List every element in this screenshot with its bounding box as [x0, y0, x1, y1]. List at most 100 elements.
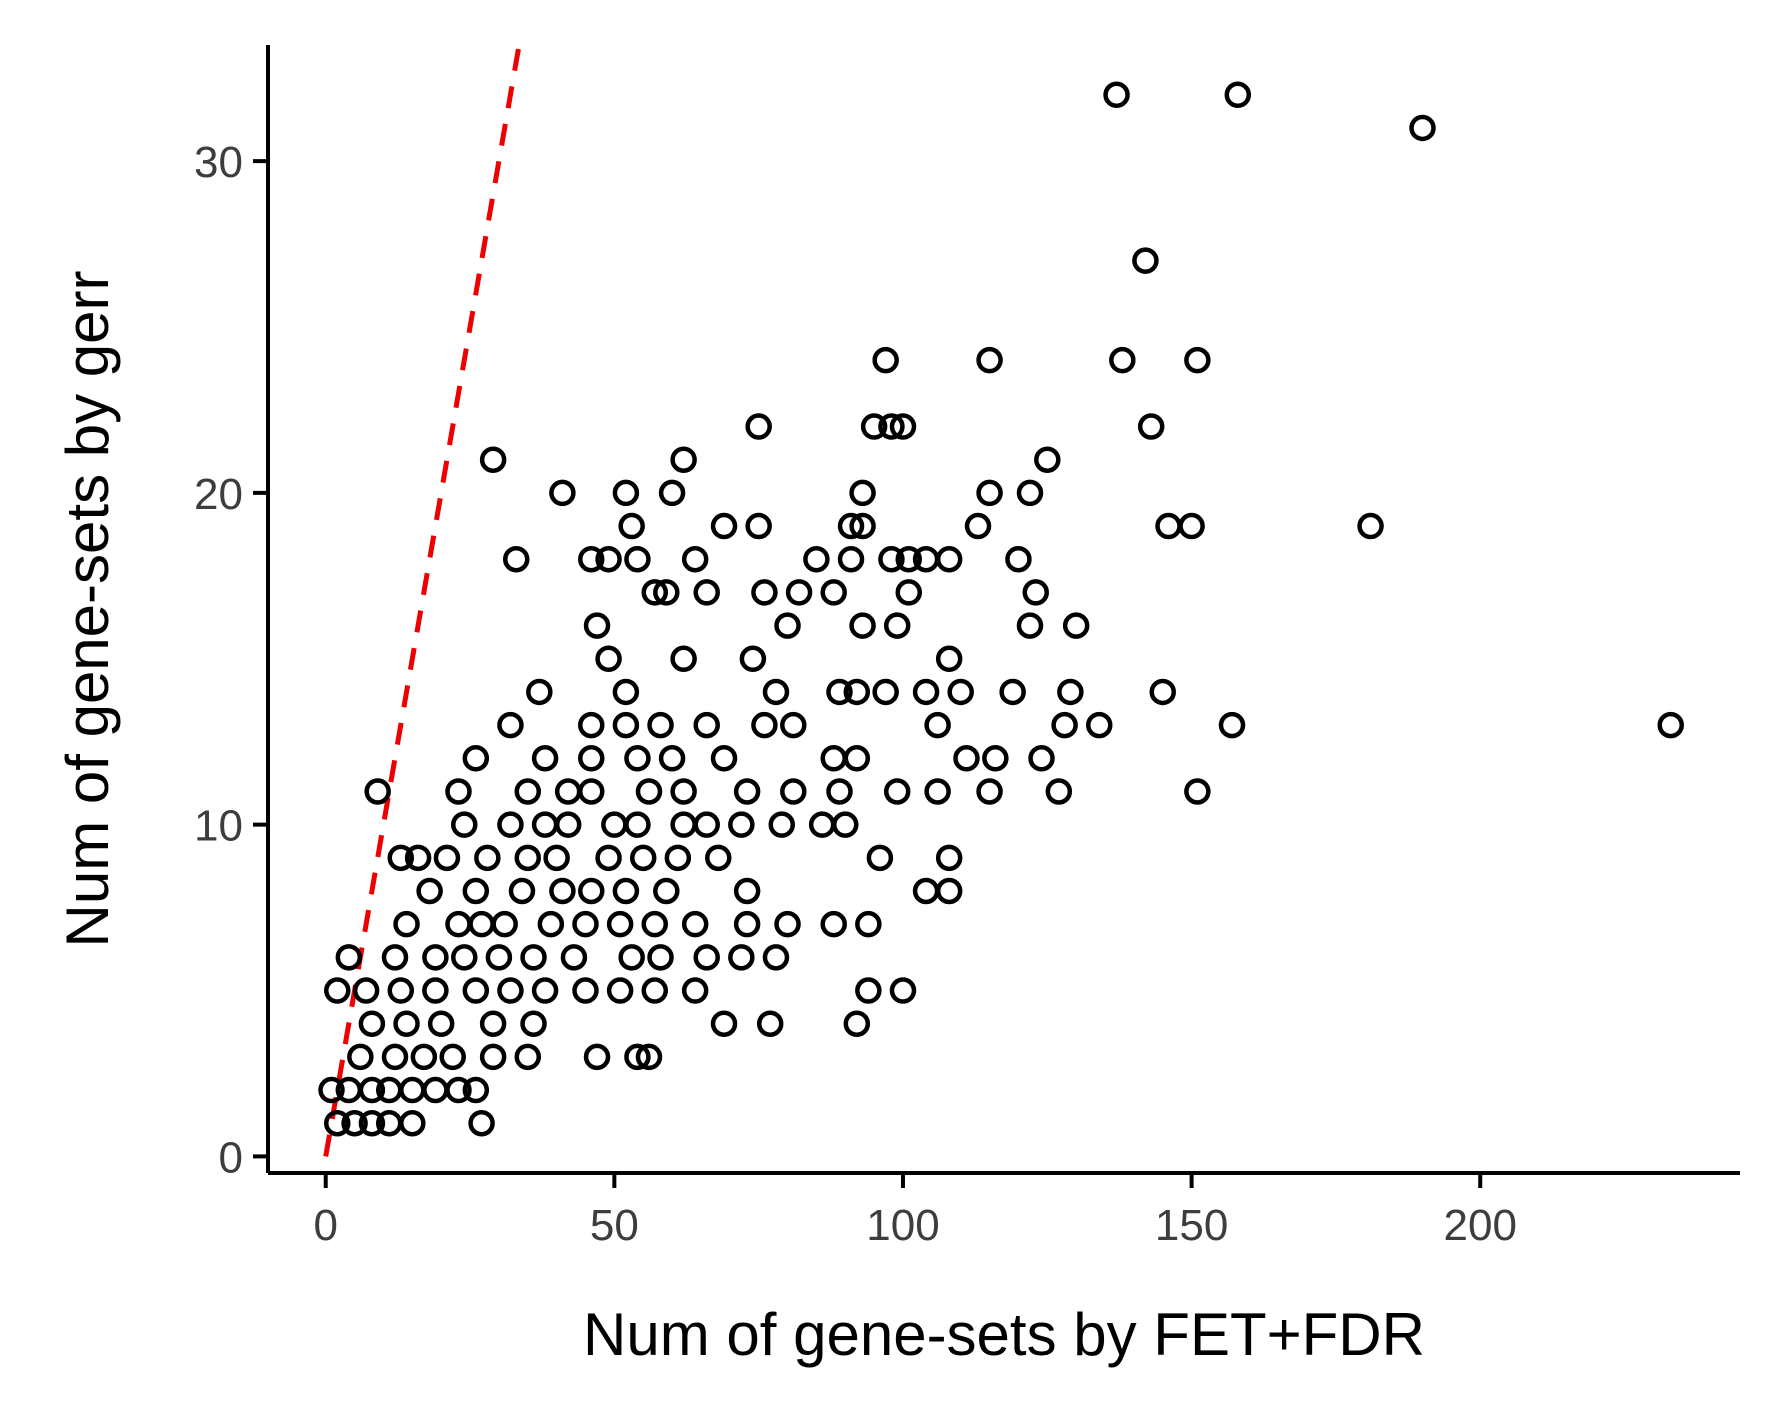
- data-point: [393, 910, 420, 938]
- data-point: [531, 745, 559, 772]
- y-tick-label: 20: [194, 470, 243, 519]
- data-point: [1109, 346, 1136, 374]
- data-point: [681, 545, 709, 573]
- data-point: [445, 778, 472, 805]
- data-point: [653, 877, 680, 905]
- data-point: [439, 1043, 466, 1071]
- y-axis-title: Num of gene-sets by gerr: [54, 271, 121, 948]
- data-point: [889, 977, 917, 1004]
- data-point: [843, 678, 871, 706]
- data-point: [422, 977, 449, 1004]
- data-point: [624, 545, 651, 573]
- data-point: [543, 844, 570, 872]
- data-point: [479, 446, 507, 473]
- data-point: [514, 778, 542, 805]
- data-point: [855, 910, 882, 938]
- data-point: [976, 778, 1003, 805]
- x-axis-ticks: 0 50 100 150 200: [313, 1173, 1517, 1250]
- data-point: [693, 944, 720, 971]
- data-point: [549, 479, 576, 507]
- data-point: [1016, 612, 1044, 639]
- data-point: [774, 612, 801, 639]
- data-point: [878, 545, 905, 573]
- data-point: [583, 612, 611, 639]
- data-point: [820, 579, 847, 606]
- data-point: [664, 844, 692, 872]
- data-point: [1184, 778, 1211, 805]
- data-point: [785, 579, 813, 606]
- data-point: [572, 910, 599, 938]
- data-point: [422, 944, 449, 971]
- data-point: [866, 844, 894, 872]
- data-point: [641, 910, 669, 938]
- data-point: [658, 479, 686, 507]
- data-point: [733, 877, 761, 905]
- data-point: [762, 678, 790, 706]
- data-point: [982, 745, 1009, 772]
- data-point: [554, 811, 582, 838]
- data-point: [1657, 711, 1684, 739]
- data-point: [1103, 81, 1130, 109]
- data-point: [618, 512, 645, 540]
- data-point: [578, 545, 605, 573]
- x-tick-label: 100: [866, 1201, 939, 1250]
- data-point: [895, 579, 923, 606]
- data-point: [774, 910, 801, 938]
- data-point: [387, 977, 415, 1004]
- data-point: [670, 645, 697, 673]
- data-point: [427, 1010, 455, 1037]
- data-point: [728, 811, 755, 838]
- data-point: [335, 944, 363, 971]
- data-point: [681, 977, 709, 1004]
- data-point: [935, 877, 963, 905]
- data-point: [953, 745, 980, 772]
- data-point: [485, 944, 513, 971]
- data-point: [1184, 346, 1211, 374]
- data-point: [762, 944, 790, 971]
- data-point: [641, 579, 669, 606]
- data-point: [318, 1076, 345, 1104]
- data-point: [670, 778, 697, 805]
- x-axis-title: Num of gene-sets by FET+FDR: [583, 1301, 1425, 1368]
- data-point: [693, 711, 720, 739]
- data-point: [1034, 446, 1061, 473]
- data-point: [508, 877, 536, 905]
- data-point: [612, 877, 640, 905]
- data-point: [578, 711, 605, 739]
- data-point: [393, 1010, 420, 1037]
- data-point: [849, 479, 876, 507]
- data-point: [872, 346, 899, 374]
- data-point: [733, 910, 761, 938]
- data-point: [572, 977, 599, 1004]
- data-point: [780, 778, 807, 805]
- data-point: [352, 977, 380, 1004]
- data-point: [1178, 512, 1205, 540]
- data-point: [843, 745, 871, 772]
- data-point: [358, 1076, 386, 1104]
- data-point: [578, 877, 605, 905]
- data-points: [318, 81, 1684, 1137]
- data-point: [1132, 247, 1159, 274]
- data-point: [935, 545, 963, 573]
- data-point: [404, 844, 432, 872]
- data-point: [924, 778, 951, 805]
- data-point: [1057, 678, 1084, 706]
- data-point: [855, 977, 882, 1004]
- data-point: [624, 811, 651, 838]
- data-point: [462, 1076, 490, 1104]
- data-point: [895, 545, 923, 573]
- x-tick-label: 150: [1155, 1201, 1228, 1250]
- data-point: [364, 778, 391, 805]
- y-tick-label: 10: [194, 802, 243, 851]
- data-point: [883, 612, 911, 639]
- data-point: [537, 910, 565, 938]
- data-point: [497, 811, 524, 838]
- data-point: [710, 745, 738, 772]
- data-point: [618, 944, 645, 971]
- data-point: [1062, 612, 1090, 639]
- data-point: [803, 545, 830, 573]
- data-point: [1016, 479, 1044, 507]
- data-point: [399, 1109, 426, 1137]
